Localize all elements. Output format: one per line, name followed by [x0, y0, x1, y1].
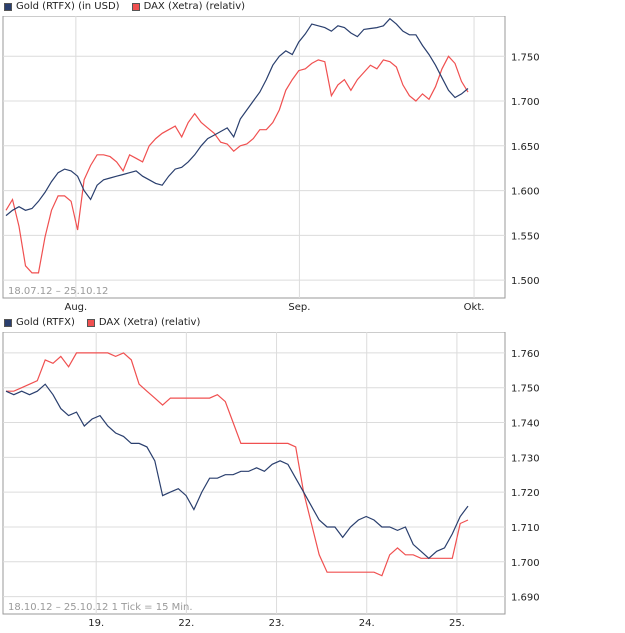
- date-range-label: 18.07.12 – 25.10.12: [8, 286, 108, 297]
- gold-series-line: [5, 17, 469, 217]
- legend-gold-label: Gold (RTFX) (in USD): [16, 1, 120, 12]
- y-tick-label: 1.730: [511, 453, 540, 464]
- y-tick-label: 1.700: [511, 97, 540, 108]
- y-tick-label: 1.740: [511, 419, 540, 430]
- legend-gold-label: Gold (RTFX): [16, 317, 75, 328]
- legend-gold: Gold (RTFX) (in USD): [4, 0, 120, 14]
- gold-series-line: [5, 383, 469, 560]
- chart1-legend: Gold (RTFX) (in USD) DAX (Xetra) (relati…: [4, 0, 257, 14]
- x-tick-label: 24.: [359, 618, 375, 629]
- y-tick-label: 1.750: [511, 384, 540, 395]
- legend-gold-swatch: [4, 3, 12, 11]
- legend-dax-swatch: [86, 319, 95, 327]
- x-tick-label: 22.: [178, 618, 194, 629]
- y-tick-label: 1.600: [511, 187, 540, 198]
- y-tick-label: 1.710: [511, 523, 540, 534]
- x-tick-label: 19.: [88, 618, 104, 629]
- y-tick-label: 1.500: [511, 276, 540, 287]
- y-tick-label: 1.760: [511, 349, 540, 360]
- plot-area: [2, 16, 506, 299]
- legend-dax: DAX (Xetra) (relativ): [131, 0, 246, 14]
- chart2-legend: Gold (RTFX) DAX (Xetra) (relativ): [4, 316, 212, 330]
- y-tick-label: 1.690: [511, 593, 540, 604]
- x-tick-label: 23.: [269, 618, 285, 629]
- y-tick-label: 1.550: [511, 231, 540, 242]
- y-tick-label: 1.720: [511, 488, 540, 499]
- plot-area: [2, 332, 506, 615]
- legend-dax-label: DAX (Xetra) (relativ): [98, 317, 201, 328]
- y-tick-label: 1.750: [511, 52, 540, 63]
- chart2-plot: 1.690 1.700 1.710 1.720 1.730 1.740 1.750 1.760…: [2, 332, 540, 629]
- legend-dax: DAX (Xetra) (relativ): [86, 316, 201, 330]
- y-tick-label: 1.650: [511, 142, 540, 153]
- y-tick-label: 1.700: [511, 558, 540, 569]
- legend-gold-swatch: [4, 319, 12, 327]
- legend-dax-swatch: [131, 3, 140, 11]
- chart1-plot: 1.500 1.550 1.600 1.650 1.700 1.750 Aug. Sep. Ok…: [2, 16, 540, 313]
- legend-dax-label: DAX (Xetra) (relativ): [143, 1, 246, 12]
- x-tick-label: 25.: [449, 618, 465, 629]
- x-tick-label: Sep.: [288, 302, 310, 313]
- date-range-label: 18.10.12 – 25.10.12 1 Tick = 15 Min.: [8, 602, 193, 613]
- x-tick-label: Aug.: [64, 302, 87, 313]
- legend-gold: Gold (RTFX): [4, 316, 75, 330]
- dax-series-line: [6, 352, 469, 577]
- x-tick-label: Okt.: [464, 302, 485, 313]
